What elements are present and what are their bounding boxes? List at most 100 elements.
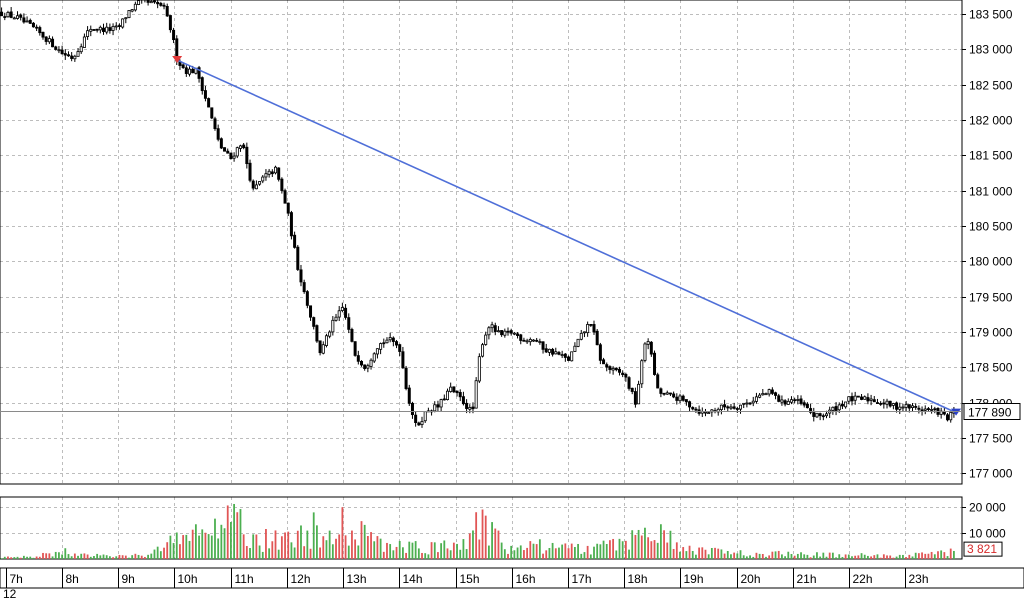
volume-bar: [70, 556, 73, 559]
volume-bar: [102, 554, 105, 559]
volume-bar: [484, 515, 487, 559]
candle-body: [825, 413, 829, 417]
candle-body: [251, 180, 255, 189]
volume-bar: [844, 554, 847, 559]
volume-bar: [42, 552, 44, 559]
candle-body: [321, 344, 325, 354]
candle-body: [168, 15, 172, 31]
candle-body: [66, 54, 70, 57]
volume-bar: [695, 554, 697, 559]
volume-bar: [704, 549, 707, 559]
volume-bar: [430, 542, 433, 559]
candle-body: [102, 27, 106, 32]
candle-body: [226, 150, 230, 154]
volume-bar: [758, 553, 761, 559]
candle-body: [219, 138, 223, 149]
volume-bar: [682, 547, 685, 559]
candle-body: [31, 22, 35, 28]
volume-bar: [478, 539, 481, 559]
candle-body: [73, 55, 77, 60]
candle-body: [805, 403, 809, 409]
candle-body: [614, 367, 618, 371]
volume-bar: [886, 555, 888, 559]
time-tick-label: 21h: [797, 572, 817, 586]
trendline[interactable]: [176, 59, 957, 414]
trendline-start-marker[interactable]: [172, 56, 183, 64]
candle-body: [216, 128, 220, 140]
candle-body: [649, 341, 653, 355]
volume-bar: [386, 542, 388, 559]
candle-body: [105, 26, 109, 33]
candle-body: [245, 146, 249, 165]
candle-body: [570, 351, 574, 362]
volume-bar: [949, 548, 952, 559]
time-axis: 7h 8h 9h 10h 11h 12h 13h 14h 15h 16h 17h 18h 19h 20h 2…: [0, 567, 1024, 589]
volume-bar: [870, 556, 872, 559]
price-tick-label: 179 500: [969, 291, 1013, 305]
candle-body: [484, 334, 488, 345]
candle-body: [223, 147, 227, 152]
candle-body: [248, 162, 252, 181]
candle-body: [203, 90, 207, 99]
candle-body: [366, 365, 370, 369]
candle-body: [388, 337, 392, 341]
volume-bar: [344, 535, 347, 559]
price-tick-label: 183 000: [969, 43, 1013, 57]
volume-bar: [10, 557, 13, 559]
trendline-group[interactable]: [172, 56, 962, 416]
candle-body: [751, 400, 755, 404]
volume-bar: [77, 555, 79, 559]
volume-bar: [621, 541, 624, 559]
candle-body: [920, 409, 924, 412]
candle-body: [611, 368, 615, 371]
volume-bar: [437, 552, 439, 559]
candle-body: [299, 269, 303, 283]
volume-bar: [644, 527, 646, 559]
volume-bar: [529, 541, 532, 559]
candle-body: [719, 404, 723, 410]
volume-bar: [338, 534, 341, 559]
candle-body: [337, 310, 341, 318]
volume-bar: [124, 555, 127, 559]
candle-body: [172, 29, 176, 41]
candle-body: [334, 316, 338, 321]
candle-body: [108, 27, 112, 31]
candle-body: [633, 391, 637, 405]
trendline-end-marker[interactable]: [951, 408, 962, 416]
candle-body: [261, 176, 265, 182]
candle-body: [274, 166, 278, 174]
volume-bar: [742, 555, 745, 559]
candle-body: [213, 118, 217, 129]
candle-body: [831, 406, 835, 411]
candle-body: [19, 14, 23, 18]
candle-body: [659, 388, 663, 394]
volume-bar: [373, 541, 376, 559]
candle-body: [907, 404, 911, 409]
volume-bar: [144, 556, 146, 559]
candle-body: [793, 399, 797, 402]
volume-bar: [637, 529, 640, 559]
candle-body: [891, 403, 895, 406]
volume-bar: [207, 534, 210, 559]
volume-bar: [570, 543, 573, 559]
volume-bar: [64, 548, 67, 559]
volume-bar: [22, 555, 25, 559]
candle-body: [95, 28, 99, 31]
candle-body: [6, 12, 10, 18]
candle-body: [592, 324, 596, 333]
volume-bar: [631, 530, 634, 559]
candle-body: [904, 403, 908, 408]
candle-body: [302, 282, 306, 293]
candle-body: [522, 339, 526, 342]
candle-body: [573, 345, 577, 352]
candle-body: [770, 389, 774, 394]
volume-bar: [548, 548, 551, 559]
candle-body: [942, 411, 946, 415]
volume-bar: [650, 541, 653, 559]
candle-body: [665, 392, 669, 395]
volume-bar: [507, 553, 509, 559]
candle-body: [863, 396, 867, 400]
volume-bar: [723, 553, 726, 559]
volume-bar: [242, 534, 245, 559]
volume-grid: [0, 497, 962, 559]
